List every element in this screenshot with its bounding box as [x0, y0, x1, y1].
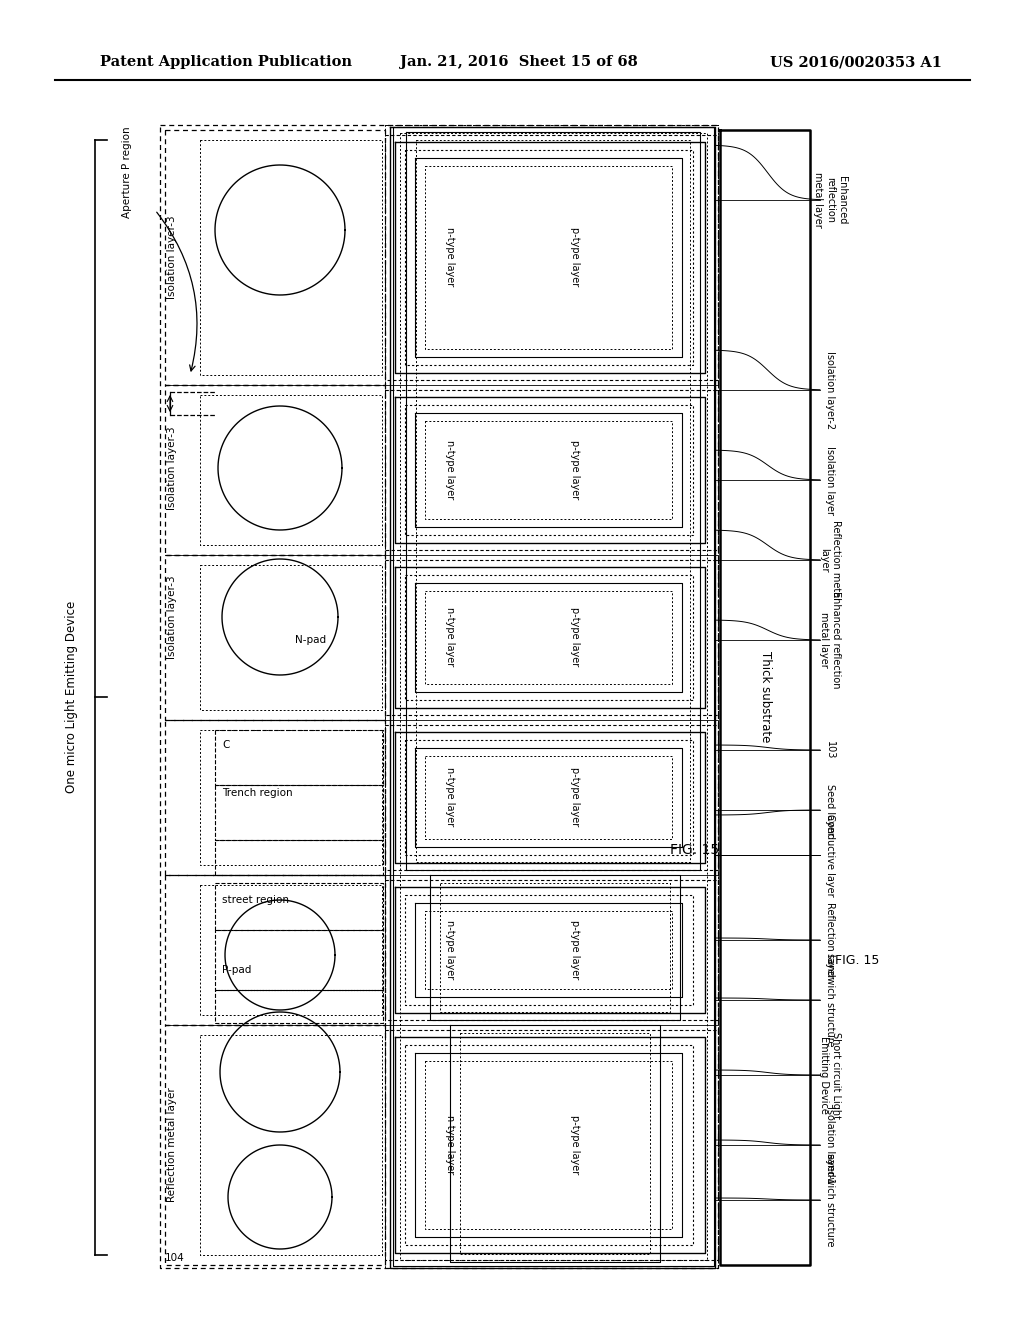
Text: p-type layer: p-type layer: [570, 607, 580, 667]
Text: Isolation layer-3: Isolation layer-3: [167, 215, 177, 298]
Text: street region: street region: [222, 895, 289, 906]
Text: Isolation layer-2: Isolation layer-2: [825, 351, 835, 429]
Text: Enhanced reflection
metal layer: Enhanced reflection metal layer: [819, 591, 841, 689]
Text: One micro Light Emitting Device: One micro Light Emitting Device: [66, 601, 79, 793]
Text: Patent Application Publication: Patent Application Publication: [100, 55, 352, 69]
Text: sandwich structure: sandwich structure: [825, 953, 835, 1047]
Text: n-type layer: n-type layer: [445, 920, 455, 979]
Text: Trench region: Trench region: [222, 788, 293, 799]
Text: n-type layer: n-type layer: [445, 441, 455, 500]
Text: n-type layer: n-type layer: [445, 767, 455, 826]
Text: Isolation layer-3: Isolation layer-3: [167, 426, 177, 510]
Text: Reflection metal layer: Reflection metal layer: [167, 1088, 177, 1203]
Text: P-pad: P-pad: [222, 965, 251, 975]
Text: p-type layer: p-type layer: [570, 920, 580, 979]
Text: US 2016/0020353 A1: US 2016/0020353 A1: [770, 55, 942, 69]
Text: n-type layer: n-type layer: [445, 227, 455, 286]
Text: p-type layer: p-type layer: [570, 1115, 580, 1175]
Text: 104: 104: [165, 1253, 184, 1263]
Text: p-type layer: p-type layer: [570, 441, 580, 500]
Text: 103: 103: [825, 741, 835, 759]
Text: C: C: [222, 741, 229, 750]
Text: Seed layer: Seed layer: [825, 784, 835, 836]
Text: Thick substrate: Thick substrate: [759, 651, 771, 743]
Text: FIG. 15: FIG. 15: [835, 953, 880, 966]
Text: p-type layer: p-type layer: [570, 227, 580, 286]
Text: Isolation layer-3: Isolation layer-3: [167, 576, 177, 659]
Text: p-type layer: p-type layer: [570, 767, 580, 826]
Text: FIG. 15: FIG. 15: [670, 843, 719, 857]
Text: Aperture P region: Aperture P region: [122, 127, 132, 218]
Text: Short circuit Light
Emitting Device: Short circuit Light Emitting Device: [819, 1031, 841, 1118]
Text: Enhanced
reflection
metal layer: Enhanced reflection metal layer: [813, 172, 847, 228]
Text: Reflection layer: Reflection layer: [825, 902, 835, 978]
Text: n-type layer: n-type layer: [445, 1115, 455, 1175]
Text: N-pad: N-pad: [295, 635, 326, 645]
Text: Jan. 21, 2016  Sheet 15 of 68: Jan. 21, 2016 Sheet 15 of 68: [400, 55, 638, 69]
Text: Conductive layer: Conductive layer: [825, 813, 835, 896]
Text: Isolation layer-1: Isolation layer-1: [825, 1106, 835, 1184]
Text: sandwich structure: sandwich structure: [825, 1154, 835, 1247]
Text: n-type layer: n-type layer: [445, 607, 455, 667]
Text: Reflection metal
layer: Reflection metal layer: [819, 520, 841, 601]
Text: Isolation layer: Isolation layer: [825, 446, 835, 515]
